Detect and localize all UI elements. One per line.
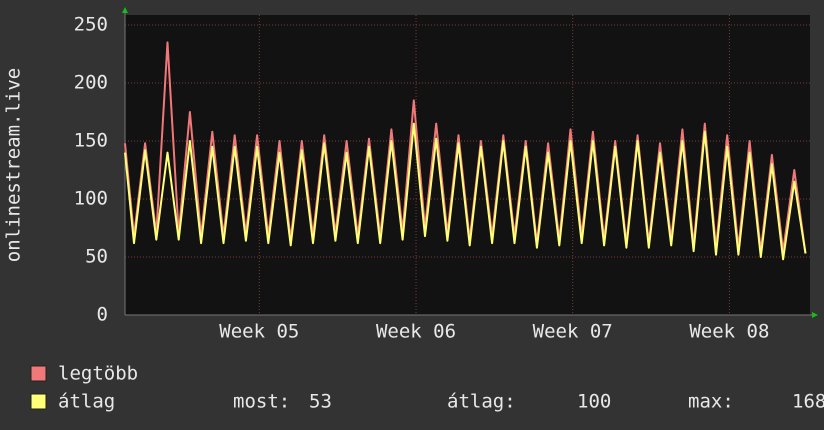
- x-tick-label: Week 06: [376, 321, 456, 343]
- stat-value: 168: [792, 391, 824, 413]
- series-line: [124, 122, 807, 261]
- stat-label: max:: [688, 391, 734, 413]
- legend-swatch: [30, 365, 47, 382]
- y-tick-label: 200: [74, 72, 108, 94]
- y-tick-label: 150: [74, 130, 108, 152]
- y-tick-label: 100: [74, 188, 108, 210]
- y-tick-label: 50: [85, 246, 108, 268]
- legend-label: legtöbb: [58, 363, 138, 385]
- y-tick-label: 0: [97, 304, 108, 326]
- stat-label: most:: [233, 391, 290, 413]
- y-axis-label: onlinestream.live: [3, 68, 25, 262]
- legend-swatch: [30, 393, 47, 410]
- x-tick-label: Week 08: [689, 321, 769, 343]
- stat-value: 100: [577, 391, 611, 413]
- plot-area: [125, 15, 810, 315]
- y-tick-label: 250: [74, 14, 108, 36]
- stat-label: átlag:: [447, 391, 516, 413]
- legend-label: átlag: [58, 391, 115, 413]
- stat-value: 53: [309, 391, 332, 413]
- x-tick-label: Week 05: [219, 321, 299, 343]
- x-tick-label: Week 07: [533, 321, 613, 343]
